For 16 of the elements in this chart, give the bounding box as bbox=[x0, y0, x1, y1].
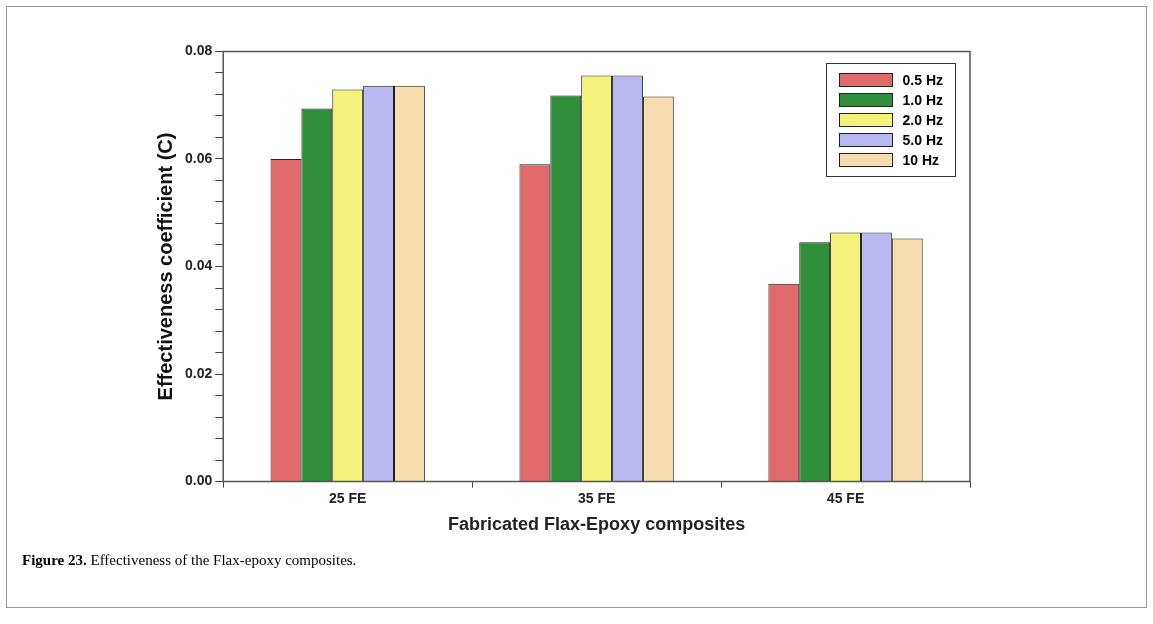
y-tick-label: 0.06 bbox=[185, 149, 213, 166]
y-tick-label: 0.04 bbox=[185, 257, 213, 274]
y-tick-label: 0.08 bbox=[185, 42, 213, 59]
legend-label: 2.0 Hz bbox=[902, 112, 943, 129]
x-axis-title: Fabricated Flax-Epoxy composites bbox=[448, 514, 746, 535]
x-tick-label: 45 FE bbox=[826, 489, 865, 506]
legend-label: 5.0 Hz bbox=[902, 132, 943, 149]
y-axis-title: Effectiveness coefficient (C) bbox=[153, 132, 176, 401]
x-tick-label: 35 FE bbox=[577, 489, 616, 506]
legend-label: 1.0 Hz bbox=[902, 92, 943, 109]
legend-label: 10 Hz bbox=[902, 152, 940, 169]
caption: Figure 23. Effectiveness of the Flax-epoxy composites. bbox=[22, 552, 357, 569]
legend-label: 0.5 Hz bbox=[902, 72, 943, 89]
y-tick-label: 0.02 bbox=[185, 364, 213, 381]
y-tick-label: 0.00 bbox=[185, 472, 213, 489]
x-tick-label: 25 FE bbox=[329, 489, 367, 506]
